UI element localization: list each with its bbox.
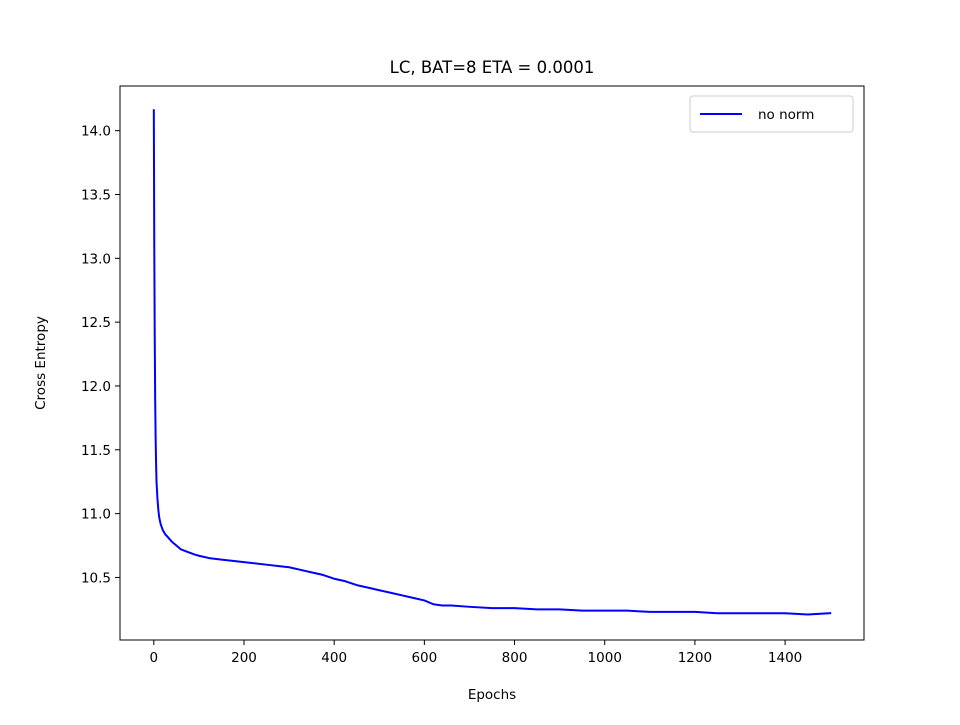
axes-frame (119, 85, 865, 641)
y-tick-label: 11.5 (81, 443, 111, 459)
y-axis: 10.5 11.0 11.5 12.0 12.5 13.0 13.5 14.0 (81, 124, 120, 586)
x-tick-label: 1000 (588, 650, 622, 666)
series-line-no-norm (152, 109, 832, 616)
legend-box (689, 95, 854, 133)
y-tick-label: 13.0 (81, 251, 111, 267)
chart-title: LC, BAT=8 ETA = 0.0001 (390, 58, 595, 77)
x-axis-label: Epochs (468, 687, 516, 703)
y-tick-label: 13.5 (81, 188, 111, 204)
x-tick-label: 1200 (678, 650, 712, 666)
x-tick-label: 1400 (768, 650, 802, 666)
x-tick-label: 200 (231, 650, 257, 666)
y-axis-label: Cross Entropy (33, 316, 49, 410)
x-tick-label: 600 (411, 650, 437, 666)
y-tick-label: 12.0 (81, 379, 111, 395)
legend: no norm (689, 95, 854, 133)
x-tick-label: 800 (502, 650, 528, 666)
x-axis: 0 200 400 600 800 1000 1200 1400 (150, 640, 802, 666)
y-tick-label: 12.5 (81, 315, 111, 331)
y-tick-label: 14.0 (81, 124, 111, 140)
y-tick-label: 11.0 (81, 507, 111, 523)
plot-area (152, 109, 832, 616)
legend-label-no-norm: no norm (758, 107, 814, 123)
x-tick-label: 400 (321, 650, 347, 666)
y-tick-label: 10.5 (81, 570, 111, 586)
x-tick-label: 0 (150, 650, 159, 666)
